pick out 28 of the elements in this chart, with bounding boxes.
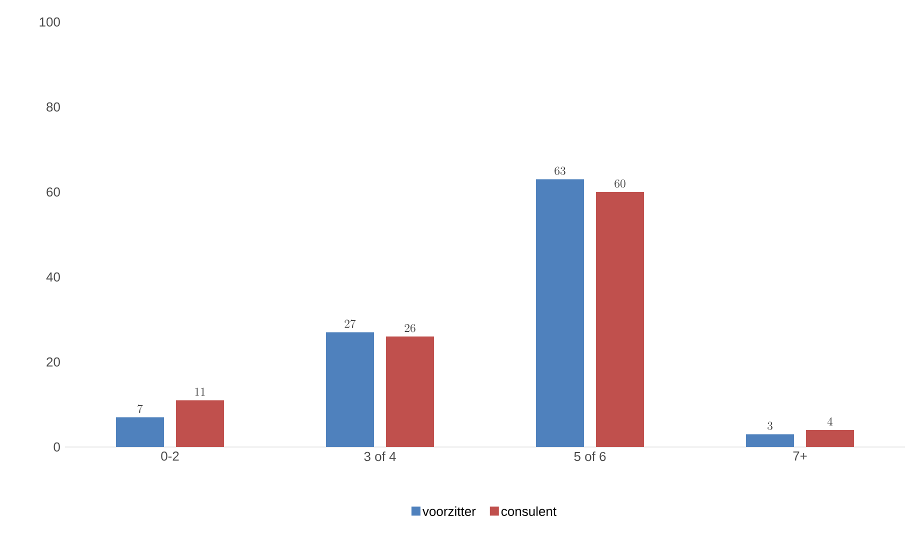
data-label: 27 — [344, 320, 356, 328]
bar — [536, 179, 584, 447]
x-tick-label: 7+ — [793, 452, 807, 460]
data-label: 3 — [768, 422, 772, 430]
y-tick-label: 20 — [46, 357, 60, 367]
bar — [176, 400, 224, 447]
bar — [746, 434, 794, 447]
y-tick-label: 40 — [46, 272, 60, 282]
x-tick-label: 5 of 6 — [574, 452, 606, 462]
data-label: 4 — [827, 417, 833, 426]
y-tick-label: 80 — [46, 102, 60, 112]
data-label: 7 — [138, 404, 143, 413]
bar — [386, 336, 434, 447]
bar — [326, 332, 374, 447]
legend-label: voorzitter — [422, 506, 476, 516]
x-tick-label: 3 of 4 — [364, 452, 396, 462]
x-tick-label: 0-2 — [161, 452, 179, 461]
y-tick-label: 60 — [46, 187, 60, 197]
data-label: 63 — [554, 166, 566, 175]
bar — [806, 430, 854, 447]
bar — [116, 417, 164, 447]
legend-label: consulent — [501, 506, 556, 516]
data-label: 26 — [404, 324, 416, 332]
y-tick-label: 100 — [40, 17, 60, 27]
data-label: 60 — [614, 180, 626, 188]
y-tick-label: 0 — [54, 442, 60, 452]
data-label: 11 — [195, 388, 205, 396]
bar — [596, 192, 644, 447]
